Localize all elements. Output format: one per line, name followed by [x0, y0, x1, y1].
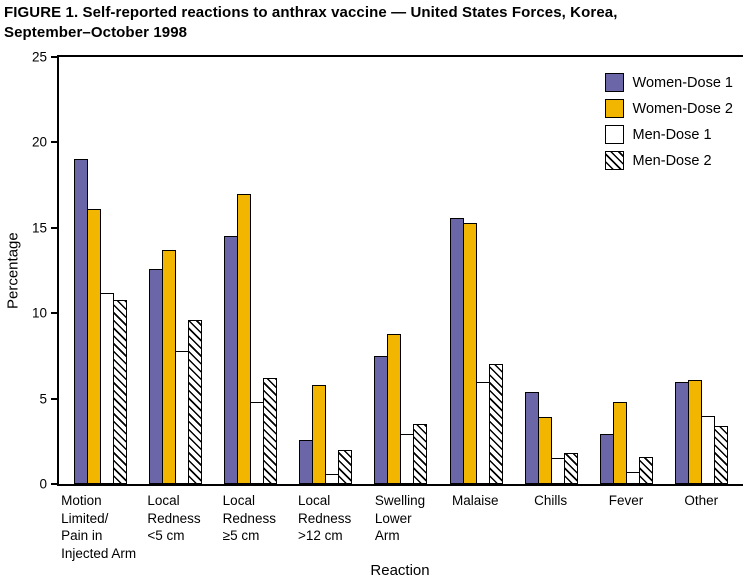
bar-women-dose-1	[299, 439, 314, 484]
x-axis-label: Local Redness ≥5 cm	[222, 493, 276, 544]
bar-group	[363, 57, 438, 484]
bar-men-dose-2	[113, 299, 128, 484]
x-axis-label: Local Redness >12 cm	[298, 493, 352, 544]
legend-item: Men-Dose 2	[604, 151, 733, 170]
y-tick-label: 5	[39, 391, 47, 407]
y-axis-ticks: 0 5 10 15 20 25	[32, 50, 743, 492]
y-tick-label: 15	[31, 220, 47, 236]
legend-swatch	[604, 99, 624, 118]
bar-women-dose-2	[387, 333, 402, 484]
legend-swatch	[604, 125, 624, 144]
y-tick-mark	[51, 312, 59, 315]
bar-men-dose-1	[400, 434, 415, 484]
bar-men-dose-2	[488, 364, 503, 484]
bar-women-dose-2	[537, 417, 552, 484]
y-tick-mark	[51, 397, 59, 400]
bar-group	[288, 57, 363, 484]
y-tick-label: 25	[31, 49, 47, 65]
y-tick-mark	[51, 141, 59, 144]
bar-women-dose-2	[687, 379, 702, 484]
bar-men-dose-1	[100, 292, 115, 484]
legend-swatch	[604, 73, 624, 92]
bar-men-dose-2	[413, 424, 428, 484]
bar-men-dose-1	[550, 458, 565, 484]
bar-group	[589, 57, 664, 484]
bar-group	[138, 57, 213, 484]
x-axis-label: Swelling Lower Arm	[374, 493, 426, 544]
bar-men-dose-2	[338, 449, 353, 484]
figure-title-line-1: FIGURE 1. Self-reported reactions to ant…	[4, 4, 618, 21]
legend-label: Men-Dose 2	[632, 152, 712, 169]
bar-women-dose-1	[74, 159, 89, 484]
y-axis-title: Percentage	[4, 232, 22, 309]
y-tick-label: 0	[39, 476, 47, 492]
x-axis-label: Local Redness <5 cm	[147, 493, 201, 544]
bar-group	[514, 57, 589, 484]
bar-women-dose-2	[237, 193, 252, 484]
legend: Women-Dose 1 Women-Dose 2 Men-Dose 1 Men-Do…	[602, 71, 735, 172]
legend-swatch	[604, 151, 624, 170]
legend-item: Men-Dose 1	[604, 125, 733, 144]
plot-area: 0 5 10 15 20 25 Women-Dose 1 Women-Dose 2 Men-D…	[32, 50, 743, 492]
figure-title: FIGURE 1. Self-reported reactions to ant…	[4, 3, 617, 42]
x-axis-label: Malaise	[452, 493, 499, 508]
bar-women-dose-2	[312, 384, 327, 484]
legend-item: Women-Dose 2	[604, 99, 733, 118]
bar-women-dose-2	[612, 402, 627, 484]
bar-men-dose-2	[713, 425, 728, 484]
x-axis-labels: Motion Limited/Pain in Injected Arm Local Re…	[57, 492, 743, 562]
bar-group	[664, 57, 739, 484]
legend-label: Women-Dose 1	[632, 74, 733, 91]
bar-women-dose-1	[674, 381, 689, 484]
y-tick-label: 20	[31, 134, 47, 150]
legend-label: Women-Dose 2	[632, 100, 733, 117]
bar-women-dose-2	[162, 250, 177, 484]
bar-women-dose-1	[449, 217, 464, 484]
bar-women-dose-1	[524, 391, 539, 484]
x-axis-title: Reaction	[370, 562, 430, 579]
bar-men-dose-1	[625, 472, 640, 484]
bar-groups	[59, 57, 743, 484]
figure-title-line-2: September–October 1998	[4, 23, 188, 41]
x-axis-label: Chills	[534, 493, 568, 508]
bar-group	[213, 57, 288, 484]
y-tick-mark	[51, 56, 59, 58]
bar-women-dose-1	[374, 355, 389, 484]
x-axis-label: Fever	[608, 493, 644, 508]
x-axis-label: Motion Limited/Pain in Injected Arm	[61, 493, 137, 561]
y-tick-mark	[51, 483, 59, 485]
bar-women-dose-1	[599, 434, 614, 484]
bar-men-dose-2	[263, 378, 278, 484]
bar-men-dose-1	[250, 402, 265, 484]
bar-men-dose-2	[638, 456, 653, 484]
bar-group	[439, 57, 514, 484]
legend-item: Women-Dose 1	[604, 73, 733, 92]
bar-group	[63, 57, 138, 484]
bar-men-dose-2	[188, 320, 203, 484]
y-tick-label: 10	[31, 305, 47, 321]
legend-label: Men-Dose 1	[632, 126, 712, 143]
bar-men-dose-1	[325, 473, 340, 484]
x-axis-label: Other	[684, 493, 719, 508]
bar-women-dose-1	[224, 236, 239, 484]
bar-men-dose-1	[700, 415, 715, 484]
bar-men-dose-2	[563, 453, 578, 484]
bar-men-dose-1	[175, 350, 190, 484]
y-tick-mark	[51, 226, 59, 229]
bar-women-dose-2	[87, 209, 102, 484]
bar-women-dose-1	[149, 268, 164, 484]
bar-men-dose-1	[475, 381, 490, 484]
bar-women-dose-2	[462, 222, 477, 484]
